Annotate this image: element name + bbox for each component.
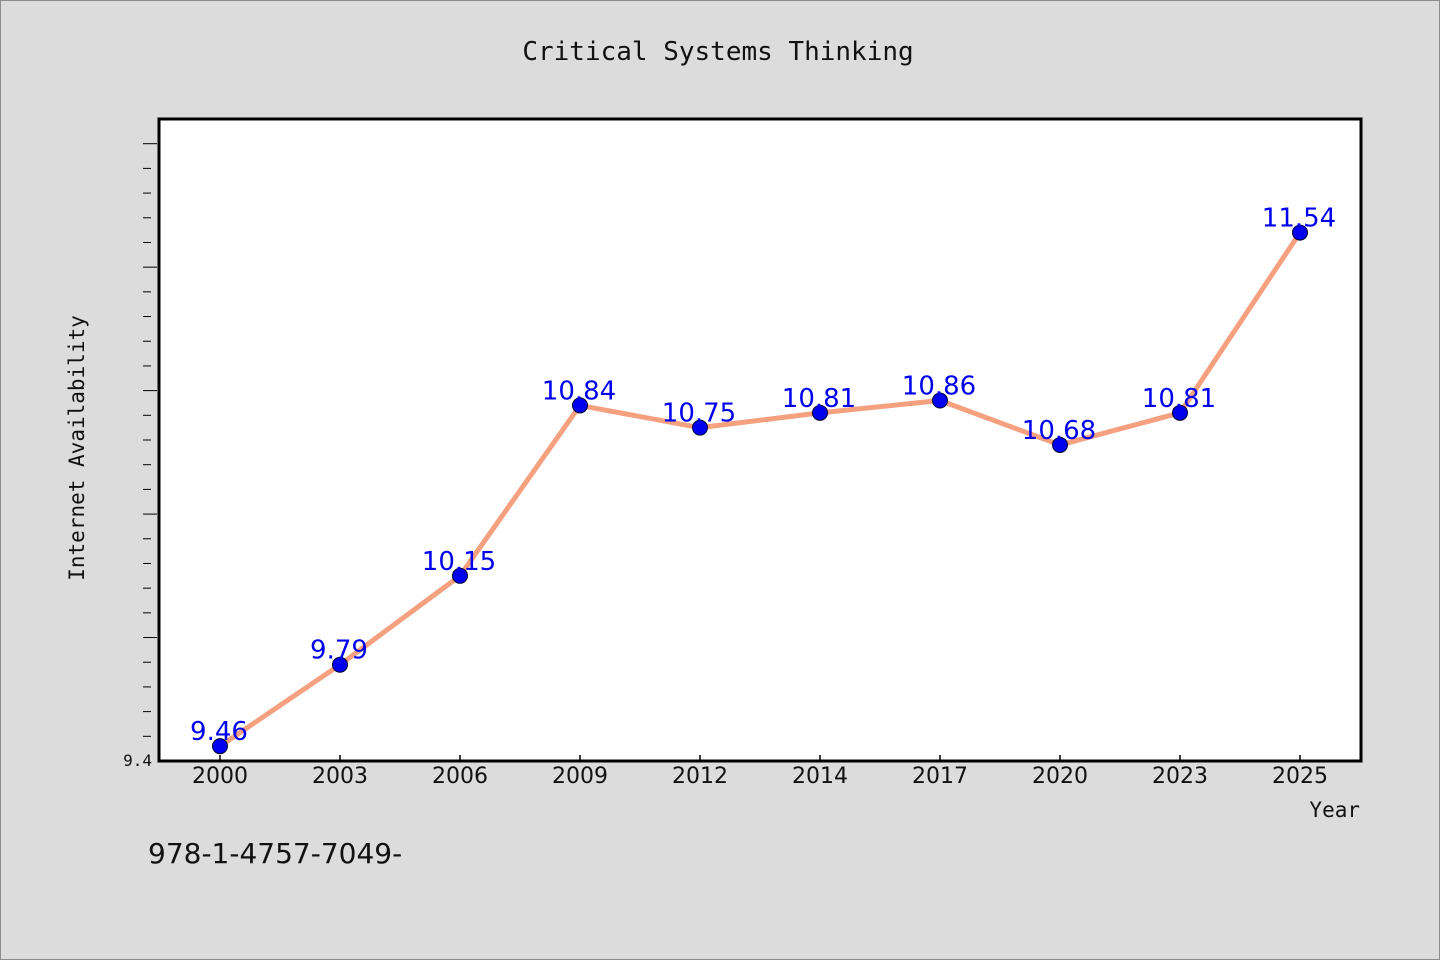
data-point — [572, 397, 588, 414]
x-tick-label: 2012 — [672, 764, 728, 789]
plot-area — [157, 117, 1363, 763]
data-label: 10.75 — [662, 399, 736, 429]
x-axis-label: Year — [1309, 798, 1360, 822]
x-tick-label: 2003 — [312, 764, 368, 789]
data-label: 10.81 — [782, 384, 856, 414]
y-axis-ticks — [143, 143, 157, 737]
y-axis-label: Internet Availability — [65, 315, 89, 581]
y-tick-label: 9.4 — [123, 751, 152, 770]
footnote-isbn: 978-1-4757-7049- — [148, 837, 402, 870]
chart-title: Critical Systems Thinking — [522, 37, 913, 67]
x-axis-tick-labels: 2000 2003 2006 2009 2012 2014 2017 2020 2023 2025 — [192, 764, 1328, 789]
data-point — [452, 567, 468, 584]
x-tick-label: 2006 — [432, 764, 488, 789]
data-label: 9.46 — [190, 717, 248, 747]
series-line — [217, 230, 1303, 749]
data-point — [1292, 224, 1308, 241]
data-points — [212, 224, 1308, 755]
x-tick-label: 2020 — [1032, 764, 1088, 789]
data-labels: 9.46 9.79 10.15 10.84 10.75 10.81 10.86 10.68 10… — [190, 204, 1336, 748]
data-point — [692, 419, 708, 436]
x-tick-label: 2014 — [792, 764, 848, 789]
x-tick-label: 2025 — [1272, 764, 1328, 789]
data-point — [1172, 404, 1188, 421]
data-label: 10.84 — [542, 376, 616, 406]
x-tick-label: 2000 — [192, 764, 248, 789]
data-label: 10.86 — [902, 371, 976, 401]
data-point — [212, 738, 228, 755]
data-label: 10.68 — [1022, 416, 1096, 446]
data-point — [1052, 436, 1068, 453]
data-point — [932, 392, 948, 409]
x-tick-label: 2023 — [1152, 764, 1208, 789]
data-point — [812, 404, 828, 421]
data-point — [332, 656, 348, 673]
data-label: 11.54 — [1262, 204, 1336, 234]
x-axis-ticks — [219, 755, 1301, 761]
data-label: 9.79 — [310, 636, 368, 666]
data-label: 10.15 — [422, 547, 496, 577]
x-tick-label: 2017 — [912, 764, 968, 789]
data-label: 10.81 — [1142, 384, 1216, 414]
x-tick-label: 2009 — [552, 764, 608, 789]
